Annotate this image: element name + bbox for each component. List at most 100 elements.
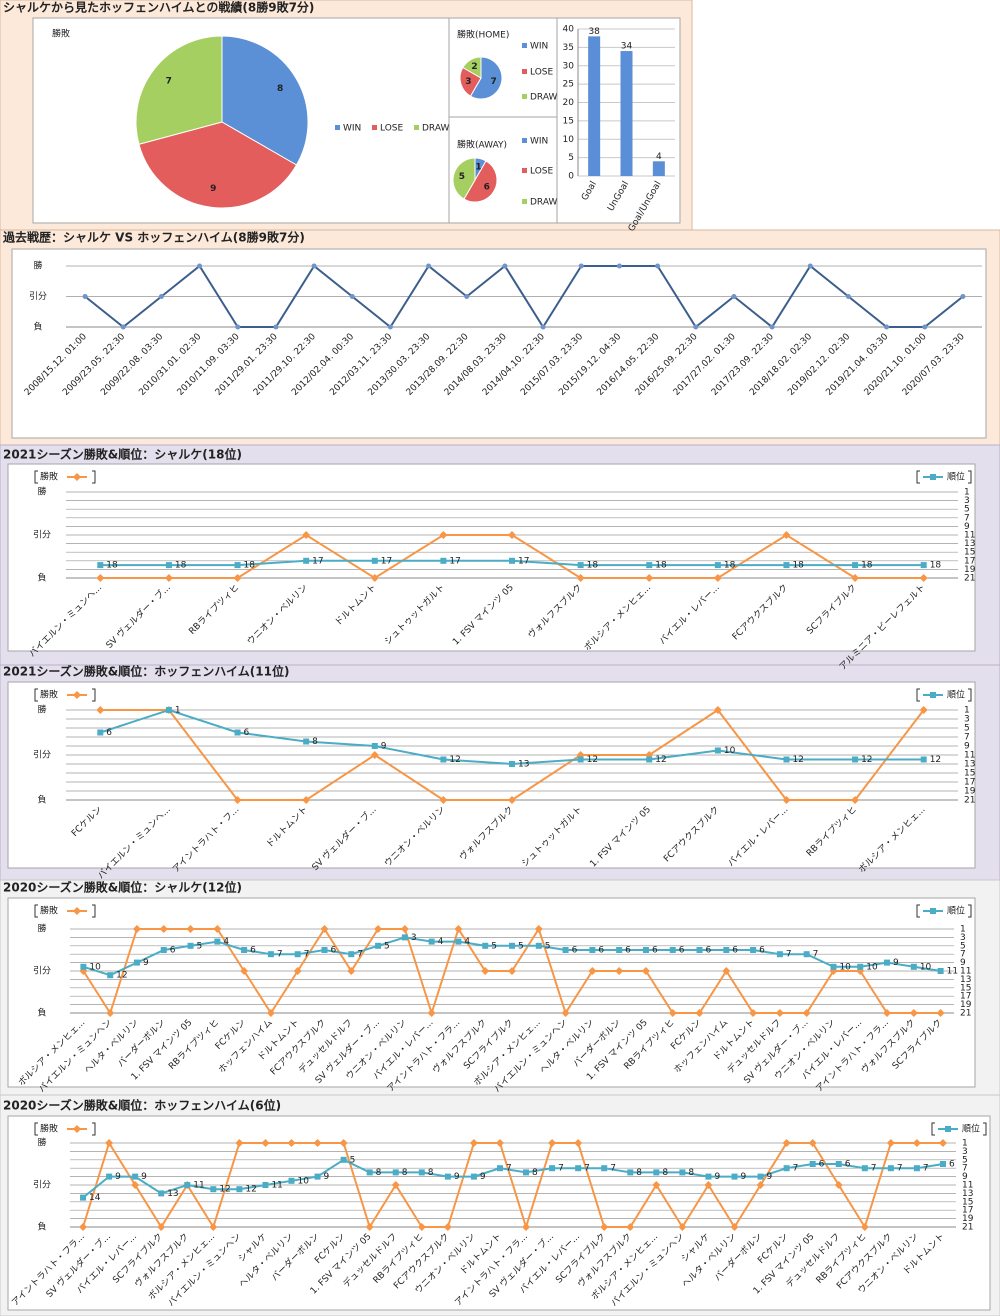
point	[887, 1165, 894, 1172]
point	[913, 1165, 920, 1172]
point	[210, 1186, 217, 1193]
point	[347, 967, 356, 975]
point	[321, 947, 328, 953]
legend-bracket	[916, 688, 920, 702]
data-label: 12	[245, 1185, 256, 1195]
y2-tick-label: 17	[964, 556, 975, 566]
data-label: 8	[312, 737, 318, 747]
point	[589, 947, 596, 953]
data-label: 18	[930, 561, 942, 571]
data-label: 8	[428, 1168, 434, 1178]
legend-label: 順位	[947, 689, 965, 701]
data-label: 9	[714, 1172, 720, 1182]
point	[851, 796, 860, 804]
point	[375, 942, 382, 949]
section-header: 過去戦歴：シャルケ VS ホッフェンハイム(8勝9敗7分)	[2, 230, 305, 245]
point	[348, 951, 355, 958]
data-label: 4	[438, 937, 444, 947]
point	[96, 574, 105, 582]
point	[240, 967, 249, 975]
point	[427, 1009, 436, 1017]
series-line	[82, 1140, 943, 1231]
data-label: 12	[449, 755, 460, 765]
point	[509, 557, 515, 564]
point	[540, 324, 546, 330]
point	[97, 562, 104, 569]
y-tick-label: 引分	[33, 966, 51, 977]
data-label: 6	[949, 1160, 955, 1170]
data-label: 5	[197, 941, 203, 951]
point	[669, 947, 676, 953]
legend-marker	[930, 692, 936, 698]
data-label: 10	[89, 962, 101, 972]
point	[303, 738, 310, 745]
point	[233, 796, 242, 804]
point	[157, 1223, 166, 1231]
point	[577, 562, 584, 569]
point	[440, 756, 447, 763]
point	[107, 972, 114, 979]
y2-tick-label: 13	[964, 539, 975, 549]
legend-label: LOSE	[530, 167, 553, 177]
data-label: 3	[411, 933, 417, 943]
point	[937, 968, 944, 974]
legend-label: DRAW	[422, 124, 449, 134]
point	[852, 562, 859, 569]
y-tick-label: 負	[37, 1007, 46, 1019]
bar	[588, 36, 601, 176]
y2-tick-label: 21	[964, 574, 975, 584]
point	[652, 1181, 661, 1189]
legend-bracket	[983, 1122, 987, 1136]
point	[106, 1009, 115, 1017]
legend-swatch	[414, 125, 419, 130]
data-label: 6	[706, 946, 712, 956]
data-label: 5	[518, 941, 524, 951]
y2-tick-label: 3	[960, 933, 966, 943]
point	[803, 951, 810, 958]
data-label: 7	[490, 77, 496, 87]
point	[428, 938, 435, 945]
y-tick-label: 30	[563, 61, 575, 71]
point	[80, 963, 87, 970]
y2-tick-label: 17	[960, 992, 971, 1002]
data-label: 8	[662, 1168, 668, 1178]
point	[508, 967, 516, 975]
legend-bracket	[968, 904, 972, 918]
point	[577, 756, 584, 763]
point	[160, 947, 167, 953]
data-label: 6	[652, 946, 658, 956]
data-label: 10	[724, 746, 736, 756]
point	[443, 1223, 452, 1231]
point	[371, 557, 378, 564]
point	[860, 1223, 869, 1231]
point	[884, 959, 891, 966]
y2-tick-label: 19	[960, 1000, 972, 1010]
y2-tick-label: 13	[960, 975, 971, 985]
point	[287, 1139, 296, 1147]
data-label: 6	[250, 946, 256, 956]
point	[320, 925, 329, 933]
data-label: 5	[491, 941, 497, 951]
y2-tick-label: 9	[960, 958, 966, 968]
y-tick-label: 20	[563, 98, 575, 108]
point	[782, 796, 791, 804]
legend-label: 勝敗	[40, 471, 58, 483]
y-tick-label: 負	[37, 572, 46, 584]
chart-title: 勝敗	[52, 28, 70, 40]
point	[909, 1009, 918, 1017]
point	[678, 1223, 687, 1231]
y2-tick-label: 5	[960, 941, 966, 951]
data-label: 18	[587, 561, 599, 571]
point	[349, 294, 355, 299]
point	[481, 967, 490, 975]
data-label: 6	[845, 1160, 851, 1170]
data-label: 10	[298, 1176, 310, 1186]
data-label: 9	[210, 184, 216, 194]
point	[482, 942, 489, 949]
legend-marker	[73, 691, 81, 699]
point	[159, 925, 168, 933]
data-label: 9	[480, 1172, 486, 1182]
point	[158, 294, 164, 299]
legend-swatch	[522, 69, 527, 74]
